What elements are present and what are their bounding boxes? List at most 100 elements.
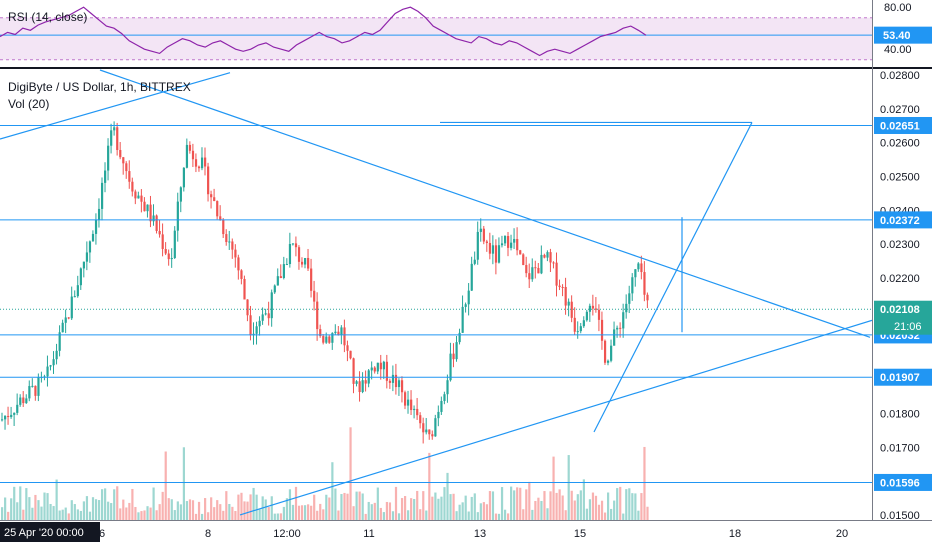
volume-bar bbox=[616, 488, 619, 520]
trend-line[interactable] bbox=[593, 122, 753, 433]
rsi-current-label: 53.40 bbox=[883, 30, 911, 42]
volume-bar bbox=[67, 513, 70, 520]
volume-bar bbox=[40, 506, 43, 520]
current-price-label: 0.02108 bbox=[880, 304, 920, 316]
volume-bar bbox=[43, 492, 46, 520]
rsi-axis[interactable]: 80.00 40.00 53.40 bbox=[874, 2, 932, 56]
volume-bar bbox=[607, 492, 610, 520]
volume-bar bbox=[567, 455, 570, 520]
candle-body bbox=[134, 191, 137, 199]
candle-body bbox=[482, 228, 485, 242]
candle-body bbox=[376, 362, 379, 372]
candlesticks bbox=[1, 121, 649, 444]
candle-body bbox=[55, 350, 58, 360]
volume-bar bbox=[440, 496, 443, 520]
candle-body bbox=[37, 377, 40, 396]
volume-bar bbox=[19, 486, 22, 520]
volume-bar bbox=[125, 507, 128, 520]
candle-body bbox=[219, 216, 222, 220]
volume-bar bbox=[452, 493, 455, 520]
candle-body bbox=[579, 326, 582, 332]
candle-body bbox=[613, 329, 616, 346]
volume-bar bbox=[28, 497, 31, 520]
candle-body bbox=[152, 215, 155, 222]
candle-body bbox=[443, 394, 446, 401]
candle-body bbox=[149, 204, 152, 222]
volume-bar bbox=[437, 498, 440, 520]
candle-body bbox=[594, 308, 598, 310]
volume-bar bbox=[555, 492, 558, 520]
crosshair-time-badge bbox=[0, 522, 100, 542]
candle-body bbox=[500, 243, 504, 246]
volume-bar bbox=[273, 513, 276, 520]
candle-body bbox=[34, 385, 37, 396]
volume-bar bbox=[513, 490, 516, 520]
volume-bar bbox=[443, 487, 446, 520]
candle-body bbox=[213, 197, 216, 202]
candle-body bbox=[258, 320, 261, 327]
trend-line[interactable] bbox=[0, 72, 231, 140]
volume-bar bbox=[234, 511, 237, 520]
volume-bar bbox=[176, 501, 179, 520]
trend-line[interactable] bbox=[239, 319, 872, 516]
volume-bar bbox=[610, 508, 613, 520]
volume-bar bbox=[561, 495, 564, 520]
candle-body bbox=[310, 268, 313, 291]
candle-body bbox=[337, 331, 340, 335]
price-level-badge bbox=[874, 116, 932, 134]
rsi-axis-tick: 80.00 bbox=[884, 2, 912, 14]
volume-bar bbox=[143, 510, 146, 520]
volume-bar bbox=[276, 513, 279, 520]
candle-body bbox=[476, 231, 479, 260]
candle-body bbox=[16, 404, 19, 413]
volume-bar bbox=[55, 479, 58, 520]
candle-body bbox=[582, 320, 585, 327]
candle-body bbox=[503, 236, 507, 244]
volume-bar bbox=[246, 501, 249, 520]
price-axis-tick: 0.02300 bbox=[880, 239, 920, 251]
volume-bar bbox=[500, 487, 504, 520]
trend-line[interactable] bbox=[99, 69, 871, 338]
candle-body bbox=[610, 345, 613, 361]
candle-body bbox=[622, 312, 625, 329]
volume-bar bbox=[231, 506, 234, 520]
candle-body bbox=[222, 219, 225, 235]
volume-bar bbox=[210, 497, 213, 520]
candle-body bbox=[558, 285, 561, 287]
candle-body bbox=[549, 252, 552, 263]
candle-body bbox=[225, 234, 228, 243]
volume-bar bbox=[146, 506, 149, 520]
volume-bar bbox=[34, 494, 37, 520]
candle-body bbox=[431, 434, 434, 437]
volume-bar bbox=[204, 498, 207, 520]
candle-body bbox=[104, 170, 107, 183]
price-axis[interactable]: 0.028000.027000.026000.025000.024000.023… bbox=[874, 70, 932, 522]
candle-body bbox=[261, 314, 264, 321]
candle-body bbox=[603, 340, 607, 363]
trend-drawings[interactable] bbox=[0, 69, 872, 516]
time-axis[interactable]: 25 Apr '20 00:00 6 8 12:00 11 13 15 18 20 bbox=[0, 522, 848, 542]
volume-bar bbox=[185, 501, 189, 520]
volume-bar bbox=[410, 498, 413, 520]
volume-bar bbox=[279, 513, 282, 520]
volume-bar bbox=[361, 493, 364, 520]
candle-body bbox=[279, 276, 282, 278]
volume-bar bbox=[104, 488, 107, 520]
volume-bar bbox=[491, 491, 495, 520]
candle-body bbox=[85, 252, 89, 262]
price-axis-tick: 0.01500 bbox=[880, 510, 920, 522]
volume-bar bbox=[367, 501, 370, 520]
candle-body bbox=[28, 386, 31, 399]
rsi-band bbox=[0, 17, 872, 60]
candle-body bbox=[597, 309, 601, 320]
candle-body bbox=[52, 359, 55, 366]
volume-bar bbox=[594, 495, 598, 520]
candle-body bbox=[143, 201, 146, 212]
volume-bar bbox=[552, 456, 555, 520]
candle-body bbox=[346, 345, 349, 351]
candle-body bbox=[361, 380, 364, 393]
candle-body bbox=[452, 353, 455, 360]
volume-bar bbox=[307, 504, 310, 520]
candle-body bbox=[216, 201, 219, 217]
